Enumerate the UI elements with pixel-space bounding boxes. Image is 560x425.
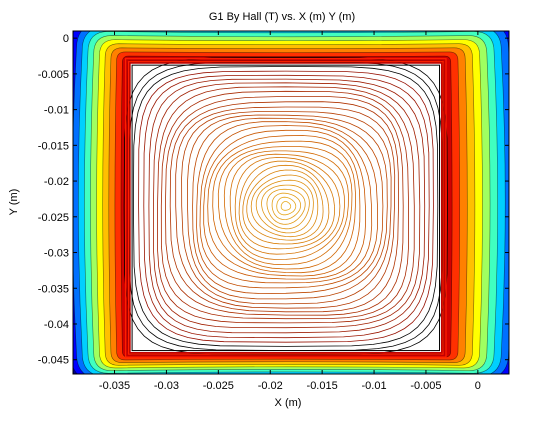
contour-line — [255, 179, 314, 234]
x-tick-label: -0.03 — [154, 380, 179, 392]
contour-line — [250, 174, 319, 238]
y-tick-label: -0.015 — [38, 140, 69, 152]
y-tick-label: -0.035 — [38, 283, 69, 295]
x-tick-label: -0.025 — [203, 380, 234, 392]
contour-line — [143, 74, 430, 339]
contour-line — [187, 114, 388, 300]
contour-line — [199, 125, 373, 284]
contour-line — [266, 188, 306, 225]
x-tick-label: -0.005 — [410, 380, 441, 392]
x-tick-label: -0.035 — [99, 380, 130, 392]
contour-line — [148, 78, 426, 334]
axes-frame — [72, 30, 510, 375]
contour-line — [212, 140, 356, 274]
contour-line — [175, 106, 396, 309]
contour-line — [203, 129, 367, 280]
plot-area — [73, 31, 509, 374]
contour-line — [169, 101, 399, 313]
y-tick-label: -0.03 — [44, 248, 69, 260]
contour-line — [271, 192, 302, 221]
contour-line — [276, 196, 297, 216]
contour-edge-line — [126, 59, 446, 357]
contour-line — [280, 201, 292, 211]
chart-title: G1 By Hall (T) vs. X (m) Y (m) — [209, 11, 355, 23]
contour-edge-line — [127, 61, 444, 355]
contour-line — [160, 90, 410, 320]
contour-line — [234, 157, 341, 255]
contour-line — [196, 121, 378, 289]
contour-line — [229, 153, 345, 260]
contour-line — [152, 82, 421, 329]
contour-line — [207, 135, 361, 277]
contour-line — [242, 164, 330, 245]
y-tick-label: -0.025 — [38, 212, 69, 224]
contour-edge-line — [129, 62, 443, 354]
contour-line — [217, 146, 353, 270]
contour-line — [132, 66, 439, 347]
axis-ticks: -0.035 -0.03 -0.025 -0.02 -0.015 -0.01 -0.005 0… — [38, 31, 509, 392]
y-tick-label: -0.02 — [44, 176, 69, 188]
x-tick-label: 0 — [475, 380, 481, 392]
contour-edge-line — [131, 64, 441, 352]
contour-edge-line — [124, 58, 447, 358]
x-axis-title: X (m) — [275, 397, 302, 409]
y-tick-label: -0.005 — [38, 69, 69, 81]
y-tick-label: -0.045 — [38, 355, 69, 367]
contour-line — [138, 70, 434, 343]
contour-line — [164, 96, 404, 316]
contour-line — [157, 86, 415, 324]
contour-line — [261, 184, 310, 230]
contour-line — [181, 111, 392, 305]
contour-line — [192, 117, 384, 294]
contour-line — [246, 169, 324, 241]
x-tick-label: -0.015 — [307, 380, 338, 392]
contour-line — [223, 150, 349, 266]
x-tick-label: -0.01 — [362, 380, 387, 392]
y-tick-label: 0 — [63, 33, 69, 45]
y-tick-label: -0.01 — [44, 105, 69, 117]
y-tick-label: -0.04 — [44, 319, 69, 331]
y-axis-title: Y (m) — [8, 189, 20, 216]
contour-line — [238, 160, 335, 250]
x-tick-label: -0.02 — [258, 380, 283, 392]
